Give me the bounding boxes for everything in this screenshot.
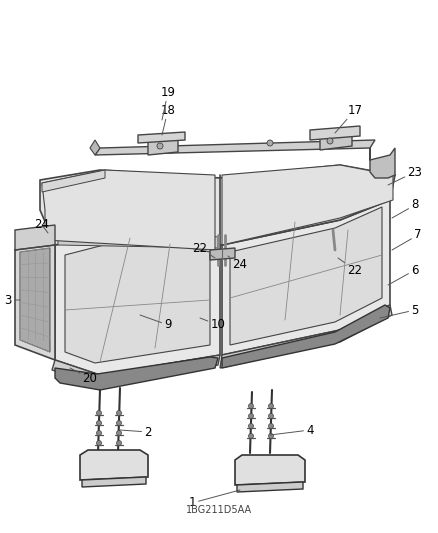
Polygon shape: [42, 170, 105, 192]
Polygon shape: [235, 455, 305, 485]
Circle shape: [268, 403, 273, 408]
Circle shape: [248, 433, 254, 439]
Polygon shape: [310, 126, 360, 140]
Polygon shape: [138, 132, 185, 143]
Polygon shape: [40, 165, 395, 245]
Text: 24: 24: [228, 256, 247, 271]
Polygon shape: [65, 237, 210, 363]
Polygon shape: [237, 482, 303, 492]
Polygon shape: [222, 200, 390, 355]
Polygon shape: [80, 450, 148, 480]
Circle shape: [117, 410, 121, 416]
Text: 8: 8: [392, 198, 419, 218]
Circle shape: [157, 143, 163, 149]
Text: 10: 10: [200, 318, 226, 332]
Circle shape: [117, 431, 121, 435]
Polygon shape: [55, 230, 220, 375]
Text: 20: 20: [70, 368, 97, 384]
Circle shape: [268, 433, 273, 439]
Circle shape: [96, 431, 102, 435]
Text: 6: 6: [388, 263, 419, 285]
Polygon shape: [230, 207, 382, 345]
Text: 5: 5: [380, 303, 419, 318]
Polygon shape: [222, 165, 393, 245]
Circle shape: [117, 440, 121, 446]
Circle shape: [96, 440, 102, 446]
Polygon shape: [15, 225, 55, 250]
Polygon shape: [55, 357, 218, 390]
Polygon shape: [370, 148, 395, 178]
Text: 24: 24: [35, 219, 49, 233]
Polygon shape: [42, 170, 215, 250]
Circle shape: [96, 410, 102, 416]
Text: 1BG211D5AA: 1BG211D5AA: [186, 505, 252, 515]
Text: 2: 2: [120, 425, 152, 439]
Circle shape: [268, 414, 273, 418]
Polygon shape: [90, 140, 100, 155]
Polygon shape: [20, 248, 50, 352]
Text: 22: 22: [338, 258, 363, 277]
Text: 1: 1: [188, 490, 240, 510]
Circle shape: [248, 424, 254, 429]
Polygon shape: [220, 305, 392, 368]
Polygon shape: [15, 240, 55, 360]
Text: 18: 18: [161, 103, 176, 135]
Circle shape: [96, 421, 102, 425]
Text: 7: 7: [392, 229, 422, 250]
Polygon shape: [52, 355, 220, 385]
Circle shape: [248, 403, 254, 408]
Polygon shape: [95, 140, 375, 155]
Text: 17: 17: [335, 103, 363, 133]
Circle shape: [248, 414, 254, 418]
Text: 19: 19: [160, 85, 176, 120]
Text: 22: 22: [192, 241, 215, 258]
Polygon shape: [82, 477, 146, 487]
Circle shape: [117, 421, 121, 425]
Circle shape: [268, 424, 273, 429]
Polygon shape: [58, 222, 218, 248]
Text: 23: 23: [388, 166, 422, 185]
Polygon shape: [210, 248, 235, 260]
Polygon shape: [320, 133, 352, 150]
Text: 9: 9: [140, 315, 172, 332]
Circle shape: [327, 138, 333, 144]
Text: 4: 4: [270, 424, 314, 437]
Text: 3: 3: [4, 294, 20, 306]
Polygon shape: [148, 137, 178, 155]
Circle shape: [267, 140, 273, 146]
Polygon shape: [222, 305, 390, 368]
